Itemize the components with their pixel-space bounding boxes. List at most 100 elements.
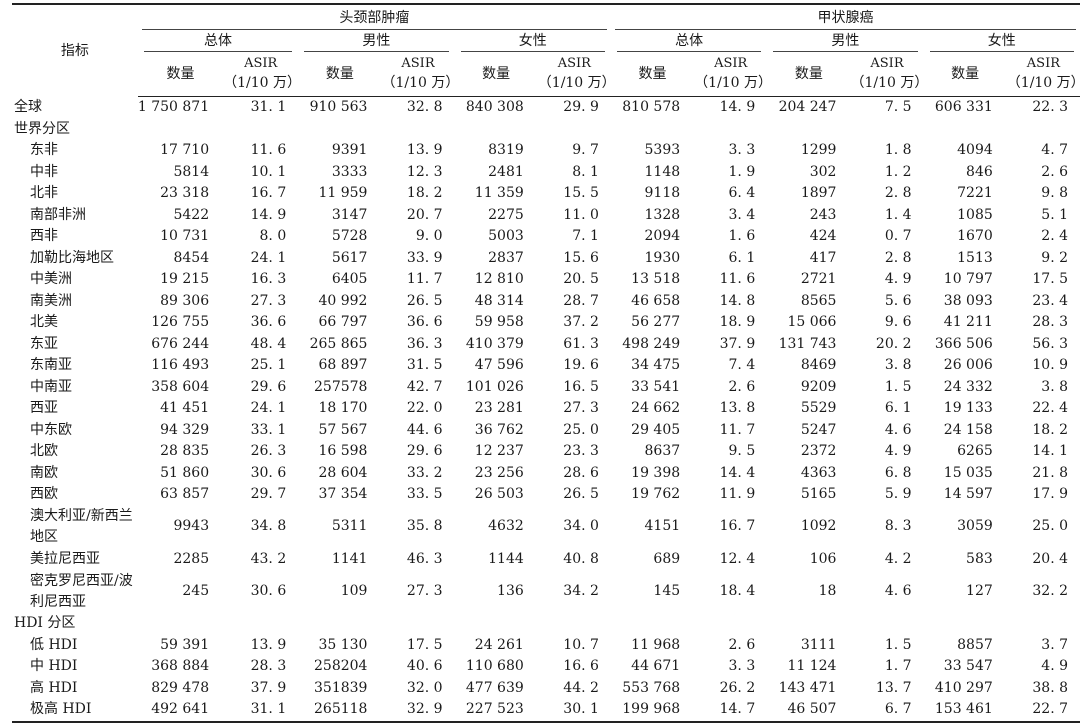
count-cell: 1299	[800, 142, 837, 158]
asir-label: ASIR	[870, 56, 904, 71]
asir-cell: 20. 5	[563, 271, 599, 287]
count-cell: 11 124	[787, 658, 837, 674]
asir-cell: 26. 5	[406, 292, 443, 309]
asir-header: ASIR （1/10 万）	[223, 52, 301, 97]
count-cell: 2372	[800, 443, 837, 459]
asir-cell	[538, 613, 611, 635]
count-cell: 24 261	[474, 636, 524, 653]
asir-cell: 3. 8	[884, 357, 912, 373]
subgroup-label: 总体	[675, 33, 704, 49]
asir-cell: 2. 4	[1041, 228, 1068, 244]
count-cell: 48 314	[474, 292, 524, 309]
count-cell	[298, 613, 381, 635]
asir-cell: 1. 6	[728, 228, 756, 244]
indicator-header: 指标	[12, 3, 138, 97]
asir-cell: 20. 4	[1032, 550, 1068, 567]
count-cell: 127	[966, 582, 993, 599]
row-label: 中东欧	[30, 421, 72, 438]
count-cell: 4151	[644, 518, 681, 535]
asir-cell: 15. 6	[563, 249, 599, 266]
count-cell: 68 897	[318, 357, 368, 373]
row-label: 南部非洲	[30, 206, 86, 223]
count-header: 数量	[610, 52, 695, 97]
asir-cell	[538, 119, 611, 141]
count-cell: 106	[809, 550, 837, 567]
row-label: 北欧	[30, 443, 58, 459]
count-cell: 12 237	[474, 443, 524, 459]
count-cell: 40 992	[318, 292, 368, 309]
count-cell: 358 604	[151, 378, 210, 395]
asir-cell: 1. 2	[884, 163, 912, 180]
asir-cell: 24. 1	[250, 249, 287, 266]
asir-cell: 4. 7	[1041, 142, 1068, 158]
asir-cell: 37. 9	[719, 335, 756, 352]
group-label: 甲状腺癌	[817, 9, 874, 26]
row-label: 中美洲	[30, 271, 72, 287]
asir-cell: 10. 1	[250, 163, 287, 180]
asir-cell: 30. 1	[537, 699, 611, 723]
asir-cell: 16. 5	[563, 378, 599, 395]
asir-cell: 26. 2	[719, 679, 756, 696]
subgroup-header: 女性	[455, 30, 611, 52]
count-cell: 36 762	[474, 421, 524, 438]
count-cell: 33 547	[943, 658, 993, 674]
asir-cell: 24. 1	[250, 400, 287, 416]
asir-cell: 22. 0	[406, 400, 443, 416]
count-cell: 840 308	[465, 99, 524, 115]
count-cell: 13 518	[631, 271, 681, 287]
row-label: 澳大利亚/新西兰地区	[30, 508, 133, 545]
asir-cell: 19. 6	[563, 357, 599, 373]
asir-header: ASIR （1/10 万）	[850, 52, 928, 97]
asir-cell: 29. 7	[250, 486, 287, 502]
table-row: 南部非洲 5422 14. 9 3147 20. 7 2275 11. 0 1328 3. 4 2…	[12, 205, 1080, 227]
count-cell: 56 277	[631, 314, 681, 330]
count-cell: 9118	[644, 185, 681, 201]
count-cell: 116 493	[151, 357, 210, 373]
count-cell: 245	[182, 582, 210, 599]
table-row: 南美洲 89 306 27. 3 40 992 26. 5 48 314 28. 7 46 6…	[12, 291, 1080, 313]
count-cell: 5311	[331, 518, 368, 535]
count-cell: 66 797	[318, 314, 368, 330]
asir-cell: 28. 3	[1032, 314, 1068, 330]
asir-cell: 33. 1	[250, 421, 287, 438]
asir-cell: 4. 2	[884, 550, 912, 567]
asir-cell: 2. 6	[728, 378, 756, 395]
count-cell: 24 332	[943, 378, 993, 395]
table-row: 密克罗尼西亚/波利尼西亚 245 30. 6 109 27. 3 136 34. 2 145 1…	[12, 570, 1080, 613]
count-cell: 26 503	[474, 486, 524, 502]
count-cell: 368 884	[151, 658, 210, 674]
asir-cell: 28. 7	[563, 292, 599, 309]
asir-cell: 23. 4	[1032, 292, 1068, 309]
asir-cell: 9. 8	[1041, 185, 1068, 201]
asir-cell: 4. 9	[884, 443, 912, 459]
asir-cell: 9. 6	[884, 314, 912, 330]
asir-cell: 9. 5	[728, 443, 756, 459]
asir-cell: 11. 7	[719, 421, 756, 438]
asir-cell: 16. 6	[563, 658, 599, 674]
count-cell: 126 755	[151, 314, 210, 330]
asir-label: ASIR	[557, 56, 591, 71]
asir-label: ASIR	[244, 56, 278, 71]
asir-cell: 34. 2	[563, 582, 599, 599]
count-cell: 38 093	[943, 292, 993, 309]
count-cell: 5422	[173, 206, 210, 223]
asir-unit: （1/10 万）	[1006, 75, 1080, 91]
asir-cell: 6. 4	[728, 185, 756, 201]
table-row: 东南亚 116 493 25. 1 68 897 31. 5 47 596 19. 6 34 …	[12, 355, 1080, 377]
asir-cell: 25. 0	[1032, 518, 1068, 535]
asir-cell: 4. 6	[884, 582, 912, 599]
count-cell: 109	[340, 582, 368, 599]
asir-cell: 11. 7	[406, 271, 443, 287]
count-cell: 1897	[800, 185, 837, 201]
count-header: 数量	[137, 52, 224, 97]
asir-cell: 7. 4	[728, 357, 756, 373]
count-cell: 1141	[331, 550, 368, 567]
count-cell: 5393	[644, 142, 681, 158]
asir-cell: 3. 3	[728, 658, 756, 674]
table-row: 西亚 41 451 24. 1 18 170 22. 0 23 281 27. 3 24 66…	[12, 398, 1080, 420]
asir-cell: 6. 1	[884, 400, 912, 416]
count-cell: 6405	[331, 271, 368, 287]
asir-label: ASIR	[401, 56, 435, 71]
asir-cell: 12. 4	[719, 550, 756, 567]
row-label: 中南亚	[30, 378, 72, 395]
